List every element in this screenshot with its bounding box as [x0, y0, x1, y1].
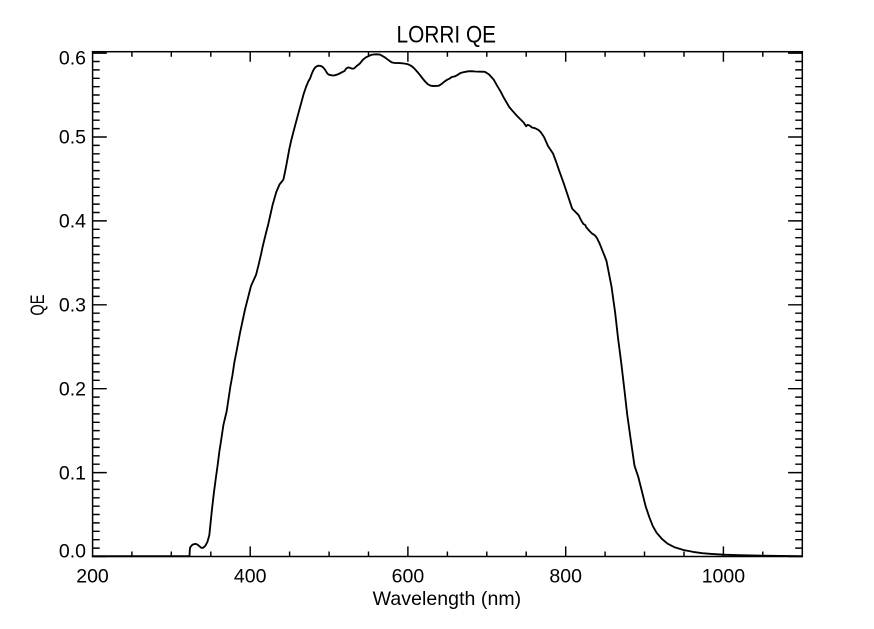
svg-text:1000: 1000	[702, 565, 746, 587]
svg-text:Wavelength (nm): Wavelength (nm)	[373, 588, 522, 610]
svg-text:0.5: 0.5	[59, 126, 86, 148]
svg-text:0.6: 0.6	[59, 47, 86, 69]
svg-text:0.4: 0.4	[59, 211, 86, 233]
svg-text:400: 400	[234, 565, 267, 587]
svg-text:0.0: 0.0	[59, 541, 86, 563]
svg-text:600: 600	[392, 565, 425, 587]
svg-text:200: 200	[76, 565, 109, 587]
svg-text:0.1: 0.1	[59, 462, 86, 484]
svg-text:QE: QE	[28, 295, 49, 316]
svg-text:0.2: 0.2	[59, 378, 86, 400]
svg-text:LORRI QE: LORRI QE	[397, 22, 497, 49]
svg-text:0.3: 0.3	[59, 295, 86, 317]
svg-text:800: 800	[549, 565, 582, 587]
